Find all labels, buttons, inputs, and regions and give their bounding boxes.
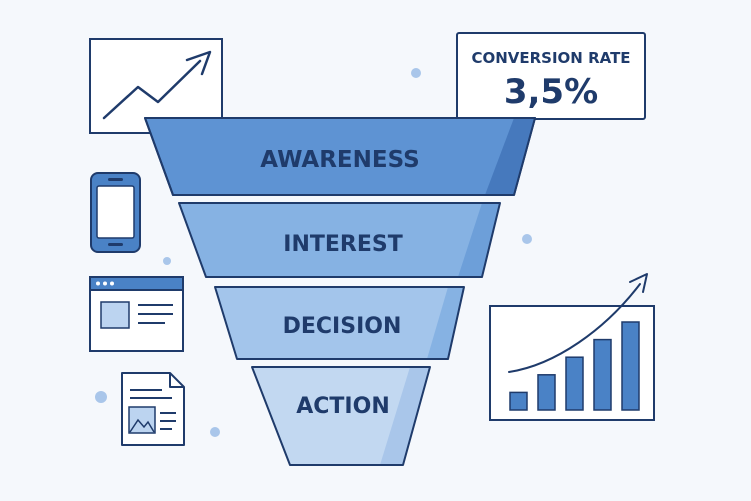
funnel-stage-decision: DECISION bbox=[214, 286, 465, 360]
document-icon bbox=[121, 372, 185, 446]
dot bbox=[210, 427, 220, 437]
dot bbox=[95, 391, 107, 403]
growth-bar bbox=[509, 391, 528, 411]
funnel-stage-awareness: AWARENESS bbox=[144, 117, 536, 196]
dot bbox=[411, 68, 421, 78]
browser-window-icon bbox=[89, 276, 184, 352]
growth-bar bbox=[593, 338, 612, 411]
growth-bar bbox=[565, 356, 584, 411]
sales-funnel: AWARENESS INTEREST DECISION ACTION bbox=[144, 117, 536, 466]
dot bbox=[522, 234, 532, 244]
funnel-label-action: ACTION bbox=[296, 394, 389, 419]
funnel-stage-interest: INTEREST bbox=[178, 202, 501, 278]
conversion-rate-card: CONVERSION RATE 3,5% bbox=[456, 32, 646, 120]
growth-bar bbox=[621, 321, 640, 411]
growth-bar-chart-icon bbox=[489, 273, 655, 421]
smartphone-icon bbox=[90, 172, 141, 253]
funnel-stage-action: ACTION bbox=[251, 366, 431, 466]
growth-bars bbox=[509, 321, 640, 411]
funnel-label-decision: DECISION bbox=[283, 314, 402, 339]
growth-bar bbox=[537, 374, 556, 411]
funnel-label-awareness: AWARENESS bbox=[260, 147, 419, 173]
conversion-rate-value: 3,5% bbox=[504, 72, 598, 112]
conversion-rate-title: CONVERSION RATE bbox=[471, 49, 630, 67]
funnel-label-interest: INTEREST bbox=[283, 232, 402, 257]
decorative-dots bbox=[95, 68, 532, 437]
dot bbox=[163, 257, 171, 265]
